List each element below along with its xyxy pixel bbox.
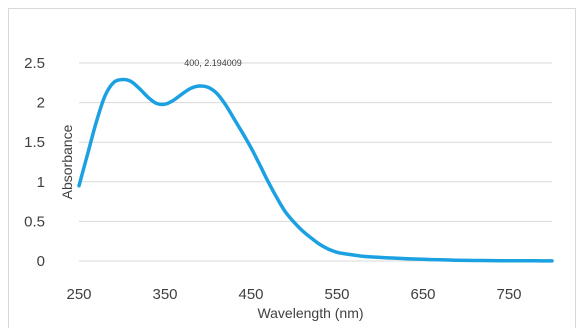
y-axis-title: Absorbance	[59, 124, 75, 199]
y-tick-label: 1.5	[24, 134, 45, 151]
series-line	[77, 77, 554, 263]
data-label: 400, 2.194009	[184, 58, 242, 68]
x-tick-label: 750	[496, 286, 521, 303]
x-tick-label: 650	[410, 286, 435, 303]
x-tick-label: 450	[238, 286, 263, 303]
x-tick-label: 550	[324, 286, 349, 303]
y-tick-label: 0	[37, 253, 45, 270]
x-axis-title: Wavelength (nm)	[257, 305, 363, 321]
y-tick-label: 0.5	[24, 213, 45, 230]
absorbance-line-chart: 0 0.5 1 1.5 2 2.5 250 350 450 550 650 750 400, 2.1…	[24, 55, 554, 321]
x-tick-label: 350	[152, 286, 177, 303]
y-tick-labels: 0 0.5 1 1.5 2 2.5	[24, 55, 45, 270]
y-tick-label: 2	[37, 95, 45, 112]
y-tick-label: 1	[37, 174, 45, 191]
x-tick-labels: 250 350 450 550 650 750	[66, 286, 521, 303]
gridlines	[79, 62, 552, 262]
y-tick-label: 2.5	[24, 55, 45, 72]
series-lines	[77, 77, 554, 263]
x-tick-label: 250	[66, 286, 91, 303]
chart-area	[8, 8, 576, 328]
